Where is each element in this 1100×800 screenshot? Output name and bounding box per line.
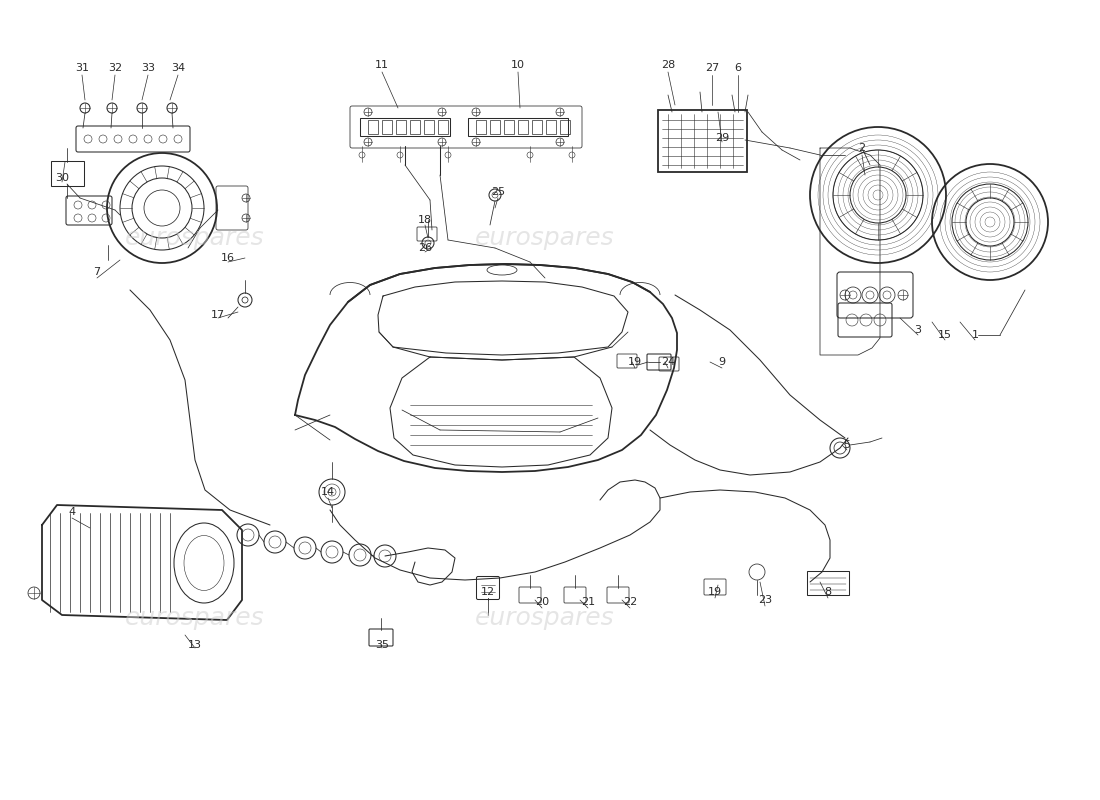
Text: eurospares: eurospares (125, 606, 265, 630)
Text: 7: 7 (94, 267, 100, 277)
Text: 32: 32 (108, 63, 122, 73)
Text: 26: 26 (418, 243, 432, 253)
Text: 9: 9 (718, 357, 726, 367)
Text: 16: 16 (221, 253, 235, 263)
Text: 35: 35 (375, 640, 389, 650)
Text: eurospares: eurospares (125, 226, 265, 250)
Text: 15: 15 (938, 330, 952, 340)
Text: 11: 11 (375, 60, 389, 70)
Text: 34: 34 (170, 63, 185, 73)
Text: eurospares: eurospares (475, 606, 615, 630)
Text: 8: 8 (824, 587, 832, 597)
Text: 22: 22 (623, 597, 637, 607)
Text: 25: 25 (491, 187, 505, 197)
Text: 14: 14 (321, 487, 336, 497)
Text: 4: 4 (68, 507, 76, 517)
Text: 1: 1 (971, 330, 979, 340)
Text: 18: 18 (418, 215, 432, 225)
Text: 27: 27 (705, 63, 719, 73)
Text: 19: 19 (628, 357, 642, 367)
Text: 2: 2 (858, 143, 866, 153)
Text: 31: 31 (75, 63, 89, 73)
Text: 13: 13 (188, 640, 202, 650)
Text: 33: 33 (141, 63, 155, 73)
Text: 10: 10 (512, 60, 525, 70)
Text: eurospares: eurospares (475, 226, 615, 250)
Text: 24: 24 (661, 357, 675, 367)
Text: 29: 29 (715, 133, 729, 143)
Text: 12: 12 (481, 587, 495, 597)
Text: 28: 28 (661, 60, 675, 70)
Text: 30: 30 (55, 173, 69, 183)
Text: 17: 17 (211, 310, 226, 320)
Text: 6: 6 (735, 63, 741, 73)
Text: 5: 5 (844, 440, 850, 450)
Text: 20: 20 (535, 597, 549, 607)
Text: 21: 21 (581, 597, 595, 607)
Text: 3: 3 (914, 325, 922, 335)
Text: 19: 19 (708, 587, 722, 597)
Text: 23: 23 (758, 595, 772, 605)
